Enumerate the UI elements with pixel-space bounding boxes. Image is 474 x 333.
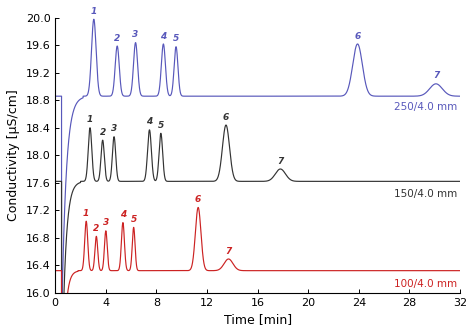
Text: 1: 1 [87, 115, 93, 124]
Text: 7: 7 [433, 71, 439, 80]
Text: 6: 6 [195, 195, 201, 204]
Text: 5: 5 [173, 34, 179, 43]
X-axis label: Time [min]: Time [min] [224, 313, 292, 326]
Text: 7: 7 [277, 157, 283, 166]
Text: 2: 2 [100, 128, 106, 137]
Text: 4: 4 [160, 32, 166, 41]
Text: 5: 5 [158, 121, 164, 130]
Y-axis label: Conductivity [μS/cm]: Conductivity [μS/cm] [7, 89, 20, 221]
Text: 4: 4 [146, 118, 153, 127]
Text: 250/4.0 mm: 250/4.0 mm [394, 102, 457, 112]
Text: 6: 6 [355, 32, 361, 41]
Text: 6: 6 [223, 113, 229, 122]
Text: 3: 3 [132, 30, 139, 39]
Text: 7: 7 [226, 246, 232, 255]
Text: 150/4.0 mm: 150/4.0 mm [394, 189, 457, 199]
Text: 4: 4 [120, 210, 126, 219]
Text: 2: 2 [114, 34, 120, 43]
Text: 100/4.0 mm: 100/4.0 mm [394, 279, 457, 289]
Text: 2: 2 [93, 224, 100, 233]
Text: 1: 1 [91, 7, 97, 16]
Text: 3: 3 [103, 218, 109, 227]
Text: 5: 5 [130, 215, 137, 224]
Text: 1: 1 [83, 209, 90, 218]
Text: 3: 3 [111, 124, 117, 133]
